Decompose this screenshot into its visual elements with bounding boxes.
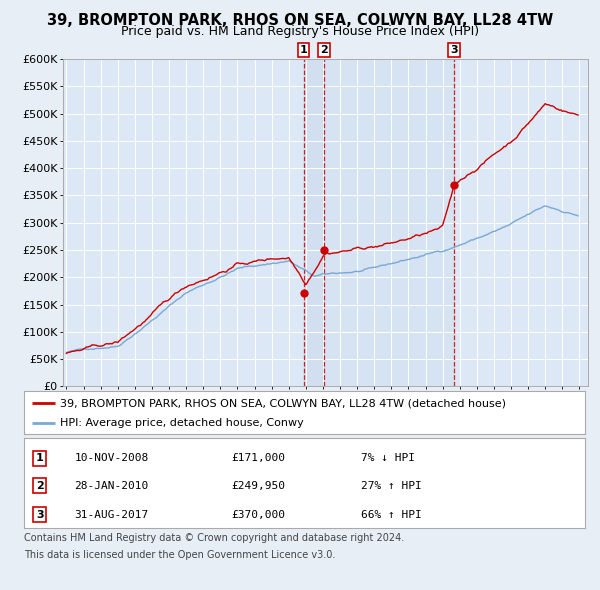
Text: 28-JAN-2010: 28-JAN-2010 bbox=[74, 481, 149, 491]
Text: 1: 1 bbox=[36, 453, 44, 463]
Text: 39, BROMPTON PARK, RHOS ON SEA, COLWYN BAY, LL28 4TW: 39, BROMPTON PARK, RHOS ON SEA, COLWYN B… bbox=[47, 13, 553, 28]
Text: 2: 2 bbox=[36, 481, 44, 491]
Text: 3: 3 bbox=[36, 510, 44, 520]
Text: 27% ↑ HPI: 27% ↑ HPI bbox=[361, 481, 421, 491]
Text: 2: 2 bbox=[320, 45, 328, 55]
Text: 1: 1 bbox=[299, 45, 307, 55]
Text: £249,950: £249,950 bbox=[232, 481, 286, 491]
Text: 7% ↓ HPI: 7% ↓ HPI bbox=[361, 453, 415, 463]
Text: 66% ↑ HPI: 66% ↑ HPI bbox=[361, 510, 421, 520]
Text: 31-AUG-2017: 31-AUG-2017 bbox=[74, 510, 149, 520]
Text: This data is licensed under the Open Government Licence v3.0.: This data is licensed under the Open Gov… bbox=[24, 550, 335, 560]
Bar bbox=[304, 59, 325, 386]
Text: 3: 3 bbox=[450, 45, 458, 55]
Text: £370,000: £370,000 bbox=[232, 510, 286, 520]
Text: 39, BROMPTON PARK, RHOS ON SEA, COLWYN BAY, LL28 4TW (detached house): 39, BROMPTON PARK, RHOS ON SEA, COLWYN B… bbox=[61, 398, 506, 408]
Text: HPI: Average price, detached house, Conwy: HPI: Average price, detached house, Conw… bbox=[61, 418, 304, 428]
Text: Contains HM Land Registry data © Crown copyright and database right 2024.: Contains HM Land Registry data © Crown c… bbox=[24, 533, 404, 543]
Text: £171,000: £171,000 bbox=[232, 453, 286, 463]
Text: Price paid vs. HM Land Registry's House Price Index (HPI): Price paid vs. HM Land Registry's House … bbox=[121, 25, 479, 38]
Bar bbox=[325, 59, 454, 386]
Text: 10-NOV-2008: 10-NOV-2008 bbox=[74, 453, 149, 463]
